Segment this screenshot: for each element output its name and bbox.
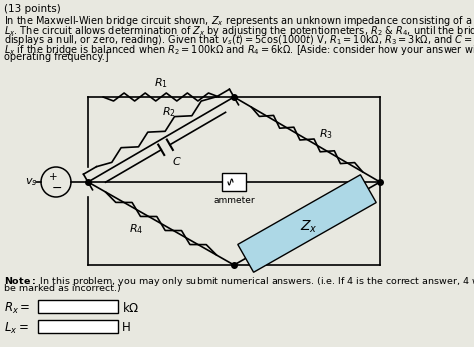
Text: $L_x =$: $L_x =$ bbox=[4, 321, 29, 336]
Text: In the Maxwell-Wien bridge circuit shown, $Z_x$ represents an unknown impedance : In the Maxwell-Wien bridge circuit shown… bbox=[4, 14, 474, 28]
Text: $R_3$: $R_3$ bbox=[319, 128, 333, 141]
Text: $C$: $C$ bbox=[172, 155, 181, 167]
Text: $R_x =$: $R_x =$ bbox=[4, 301, 30, 316]
Text: +: + bbox=[49, 172, 57, 182]
Text: $L_x$ if the bridge is balanced when $R_2 = 100$k$\Omega$ and $R_4 = 6$k$\Omega$: $L_x$ if the bridge is balanced when $R_… bbox=[4, 42, 474, 57]
Bar bbox=[38, 300, 118, 313]
Text: operating frequency.]: operating frequency.] bbox=[4, 52, 109, 62]
Text: $R_4$: $R_4$ bbox=[129, 222, 143, 236]
Text: (13 points): (13 points) bbox=[4, 4, 61, 14]
Text: displays a null, or zero, reading). Given that $v_s(t) = 5\cos(1000t)$ V, $R_1 =: displays a null, or zero, reading). Give… bbox=[4, 33, 474, 47]
Text: $\mathbf{Note:}$ In this problem, you may only submit numerical answers. (i.e. I: $\mathbf{Note:}$ In this problem, you ma… bbox=[4, 275, 474, 288]
Text: $R_1$: $R_1$ bbox=[154, 76, 168, 90]
Text: $Z_x$: $Z_x$ bbox=[300, 218, 318, 235]
Text: $R_2$: $R_2$ bbox=[162, 105, 176, 119]
Text: H: H bbox=[122, 321, 131, 334]
Text: k$\Omega$: k$\Omega$ bbox=[122, 301, 139, 315]
Text: $v_s$: $v_s$ bbox=[25, 176, 37, 188]
Text: ammeter: ammeter bbox=[213, 196, 255, 205]
Polygon shape bbox=[238, 175, 376, 272]
Bar bbox=[38, 320, 118, 333]
Bar bbox=[222, 173, 246, 191]
Text: $L_x$. The circuit allows determination of $Z_x$ by adjusting the potentiometers: $L_x$. The circuit allows determination … bbox=[4, 24, 474, 37]
Text: −: − bbox=[52, 181, 62, 195]
Text: be marked as incorrect.): be marked as incorrect.) bbox=[4, 285, 121, 294]
